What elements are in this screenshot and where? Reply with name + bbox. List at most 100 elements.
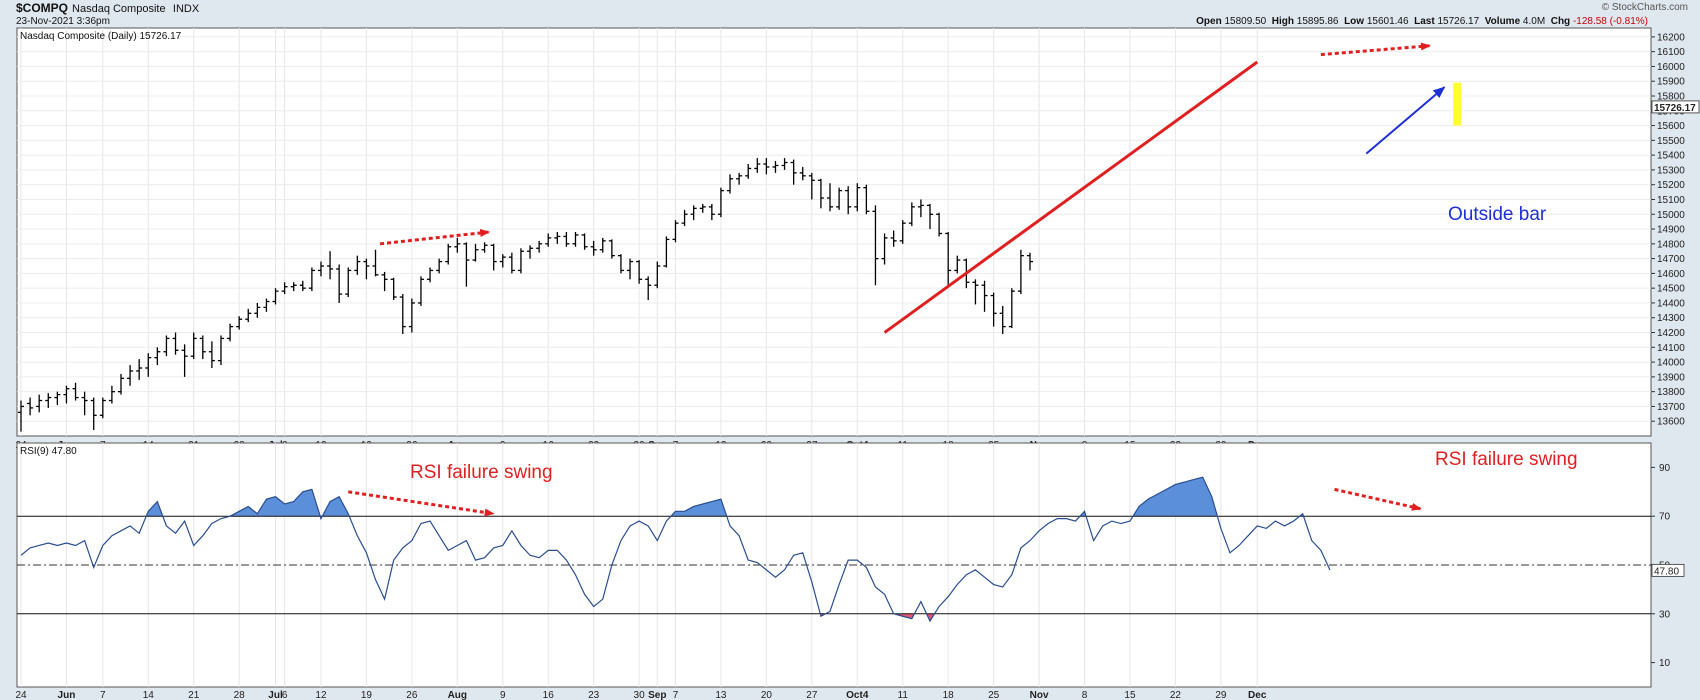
ohlc-bar [763, 158, 770, 175]
rsi-x-tick-label: 25 [988, 690, 1000, 700]
rsi-overbought-fill [322, 496, 350, 517]
ohlc-bar [690, 205, 697, 221]
rsi-x-tick-label: 28 [234, 690, 246, 700]
ohlc-bar [527, 245, 534, 259]
rsi-x-tick-label: 19 [361, 690, 373, 700]
instrument-name: Nasdaq Composite [72, 3, 166, 15]
ohlc-bar [427, 267, 434, 283]
ohlc-bar [236, 316, 243, 330]
rsi-x-tick-label: Jun [58, 690, 76, 700]
ohlc-bar [517, 248, 524, 274]
ohlc-bar [90, 397, 97, 431]
rsi-x-tick-label: 8 [1082, 690, 1088, 700]
ohlc-bar [917, 199, 924, 218]
price-y-label: 16200 [1657, 32, 1685, 43]
rsi-x-tick-label: 30 [634, 690, 646, 700]
rsi-y-label: 10 [1659, 658, 1671, 669]
price-y-label: 14000 [1657, 358, 1685, 369]
price-y-label: 15100 [1657, 195, 1685, 206]
ohlc-bar [490, 243, 497, 271]
low-value: 15601.46 [1366, 16, 1409, 27]
rsi-x-tick-label: 15 [1124, 690, 1136, 700]
ohlc-bar [99, 397, 106, 419]
ohlc-bar [799, 166, 806, 181]
rsi-x-tick-label: 16 [543, 690, 555, 700]
ohlc-bar [227, 323, 234, 342]
price-y-label: 15800 [1657, 92, 1685, 103]
ohlc-bar [563, 232, 570, 247]
rsi-last-badge-text: 47.80 [1654, 566, 1679, 577]
price-y-label: 13600 [1657, 417, 1685, 428]
ohlc-bar [636, 260, 643, 284]
ohlc-bar [808, 172, 815, 200]
rsi-failure-swing-label-1: RSI failure swing [410, 462, 553, 483]
price-y-label: 14400 [1657, 298, 1685, 309]
price-y-label: 14100 [1657, 343, 1685, 354]
price-y-label: 14500 [1657, 284, 1685, 295]
rsi-x-tick-label: 6 [282, 690, 288, 700]
ohlc-bar [708, 203, 715, 221]
ohlc-bar [781, 158, 788, 170]
outside-bar-arrow [1365, 86, 1446, 155]
ohlc-bar [408, 298, 415, 333]
price-last-badge [1651, 100, 1700, 114]
ohlc-bar [81, 391, 88, 416]
ohlc-bar [981, 280, 988, 312]
price-arrow-nov [1320, 42, 1431, 57]
low-label: Low [1344, 16, 1365, 27]
rsi-y-label: 70 [1659, 512, 1671, 523]
ohlc-bar [954, 255, 961, 274]
price-y-label: 13800 [1657, 387, 1685, 398]
price-y-label: 16000 [1657, 62, 1685, 73]
ohlc-bar [927, 203, 933, 230]
rsi-x-tick-label: Sep [648, 690, 666, 700]
high-value: 15895.86 [1296, 16, 1339, 27]
ohlc-bar [745, 164, 752, 179]
ohlc-bar [436, 258, 443, 274]
rsi-last-badge [1651, 563, 1685, 577]
trendline [883, 60, 1259, 334]
ohlc-bar [499, 254, 506, 268]
ohlc-bar [972, 279, 979, 305]
ohlc-bar [617, 254, 624, 274]
last-label: Last [1414, 16, 1435, 27]
ohlc-bar [845, 186, 852, 215]
ohlc-bar [754, 158, 761, 173]
ohlc-bar [254, 302, 261, 318]
rsi-x-tick-label: 23 [588, 690, 600, 700]
ohlc-bar [736, 172, 743, 185]
price-y-label: 15300 [1657, 165, 1685, 176]
rsi-x-tick-label: 14 [143, 690, 155, 700]
ohlc-bar [445, 243, 452, 265]
rsi-x-tick-label: 7 [100, 690, 106, 700]
ohlc-bar [108, 385, 115, 404]
ohlc-bar [45, 393, 52, 408]
ohlc-bar [1008, 288, 1015, 329]
ohlc-bar [299, 280, 306, 292]
rsi-x-tick-label: 29 [1215, 690, 1227, 700]
ohlc-bar [936, 212, 943, 237]
price-last-badge-text: 15726.17 [1654, 103, 1696, 114]
ohlc-bar [945, 232, 952, 286]
chg-value: -128.58 (-0.81%) [1572, 16, 1648, 27]
rsi-x-tick-label: 24 [15, 690, 27, 700]
timestamp: 23-Nov-2021 3:36pm [16, 16, 110, 27]
ohlc-bar [581, 233, 588, 250]
ohlc-bar [190, 332, 197, 360]
price-y-label: 14700 [1657, 254, 1685, 265]
ohlc-bar [817, 178, 824, 209]
chart-header: $COMPQ Nasdaq Composite INDX 23-Nov-2021 … [0, 0, 1700, 30]
price-y-label: 15400 [1657, 151, 1685, 162]
high-label: High [1271, 16, 1294, 27]
ohlc-bar [317, 261, 324, 277]
rsi-x-tick-label: Nov [1030, 690, 1049, 700]
rsi-x-tick-label: 12 [315, 690, 327, 700]
ohlc-bars [18, 158, 1033, 432]
ohlc-bar [627, 258, 634, 280]
rsi-x-tick-label: 22 [1170, 690, 1182, 700]
ohlc-bar [399, 294, 406, 334]
rsi-x-tick-label: Jul [268, 690, 283, 700]
rsi-oversold-fill [926, 613, 935, 622]
ohlc-bar [54, 391, 61, 405]
ohlc-bar [990, 292, 997, 327]
